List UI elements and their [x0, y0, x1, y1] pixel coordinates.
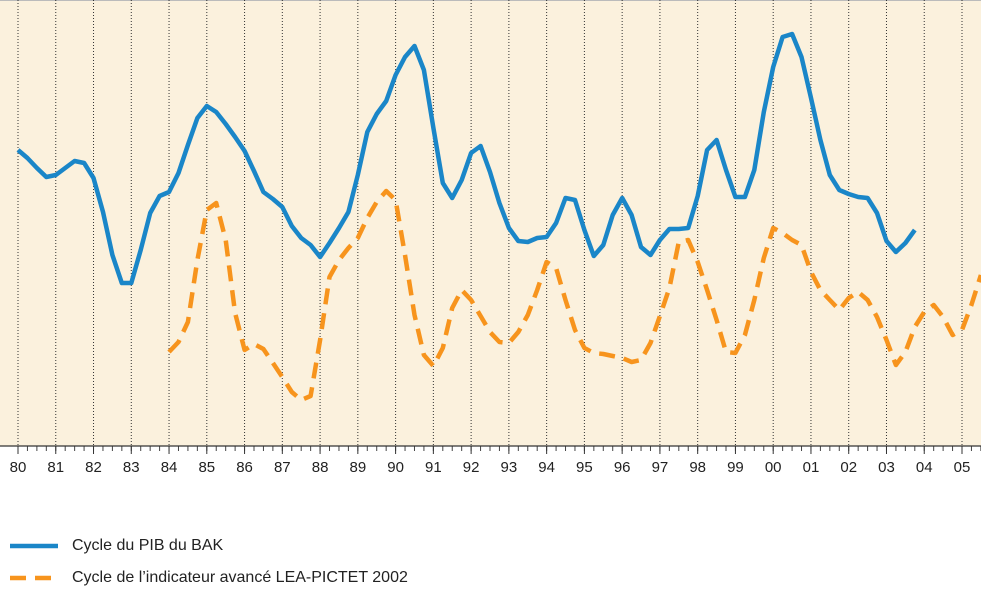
- series-line: [167, 188, 981, 403]
- x-tick-label: 90: [387, 459, 404, 476]
- plot-background: [0, 0, 981, 446]
- x-tick-label: 84: [161, 459, 178, 476]
- x-tick-label: 03: [878, 459, 895, 476]
- x-tick-label: 04: [916, 459, 933, 476]
- x-tick-label: 87: [274, 459, 291, 476]
- x-tick-label: 85: [198, 459, 215, 476]
- x-tick-label: 92: [463, 459, 480, 476]
- x-tick-label: 94: [538, 459, 555, 476]
- x-tick-label: 95: [576, 459, 593, 476]
- x-tick-label: 80: [10, 459, 27, 476]
- x-tick-label: 82: [85, 459, 102, 476]
- x-tick-label: 97: [652, 459, 669, 476]
- x-tick-label: 93: [501, 459, 518, 476]
- legend-label: Cycle du PIB du BAK: [72, 537, 224, 554]
- x-tick-label: 83: [123, 459, 140, 476]
- x-tick-label: 02: [840, 459, 857, 476]
- x-tick-label: 89: [349, 459, 366, 476]
- x-tick-label: 88: [312, 459, 329, 476]
- x-tick-label: 86: [236, 459, 253, 476]
- x-tick-label: 99: [727, 459, 744, 476]
- x-tick-label: 98: [689, 459, 706, 476]
- x-tick-label: 05: [954, 459, 971, 476]
- x-tick-label: 81: [47, 459, 64, 476]
- series-line: [16, 31, 917, 286]
- x-tick-label: 01: [803, 459, 820, 476]
- x-tick-label: 00: [765, 459, 782, 476]
- x-tick-label: 96: [614, 459, 631, 476]
- x-tick-label: 91: [425, 459, 442, 476]
- legend-label: Cycle de l’indicateur avancé LEA-PICTET …: [72, 569, 408, 586]
